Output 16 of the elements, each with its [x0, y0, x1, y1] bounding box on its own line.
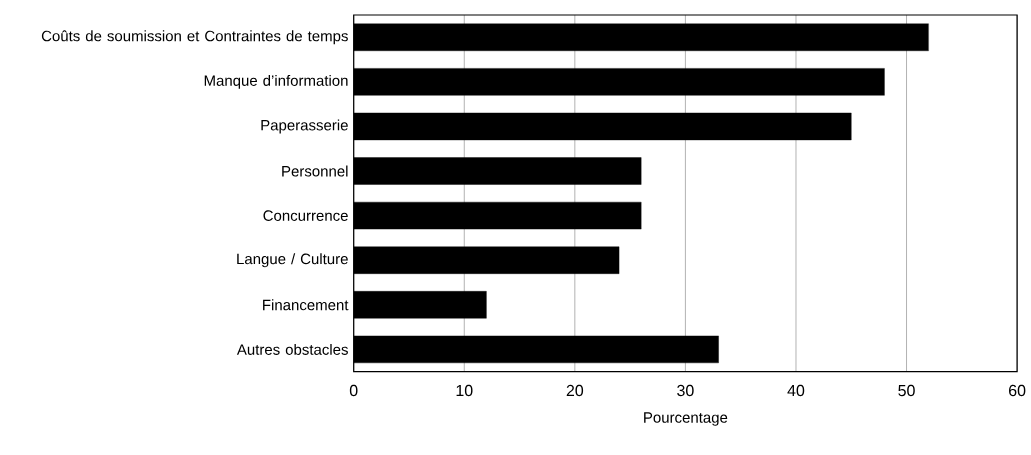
y-tick-label: Coûts de soumission et Contraintes de temps — [41, 30, 348, 45]
x-tick-label: 30 — [677, 385, 694, 397]
y-tick-label: Langue / Culture — [237, 253, 348, 268]
x-tick-label: 40 — [787, 385, 805, 397]
x-tick-label: 50 — [898, 385, 915, 397]
y-tick-label: Manque d’information — [204, 75, 348, 90]
x-tick-label: 0 — [349, 385, 358, 397]
x-tick-label: 60 — [1009, 385, 1026, 397]
y-tick-label: Concurrence — [263, 210, 348, 222]
y-tick-label: Financement — [263, 299, 349, 311]
y-tick-label: Paperasserie — [261, 119, 348, 134]
x-axis-title: Pourcentage — [644, 412, 728, 426]
x-tick-label: 20 — [566, 385, 584, 397]
y-tick-label: Autres obstacles — [236, 344, 348, 356]
y-tick-label: Personnel — [282, 165, 348, 177]
x-tick-label: 10 — [456, 385, 473, 397]
